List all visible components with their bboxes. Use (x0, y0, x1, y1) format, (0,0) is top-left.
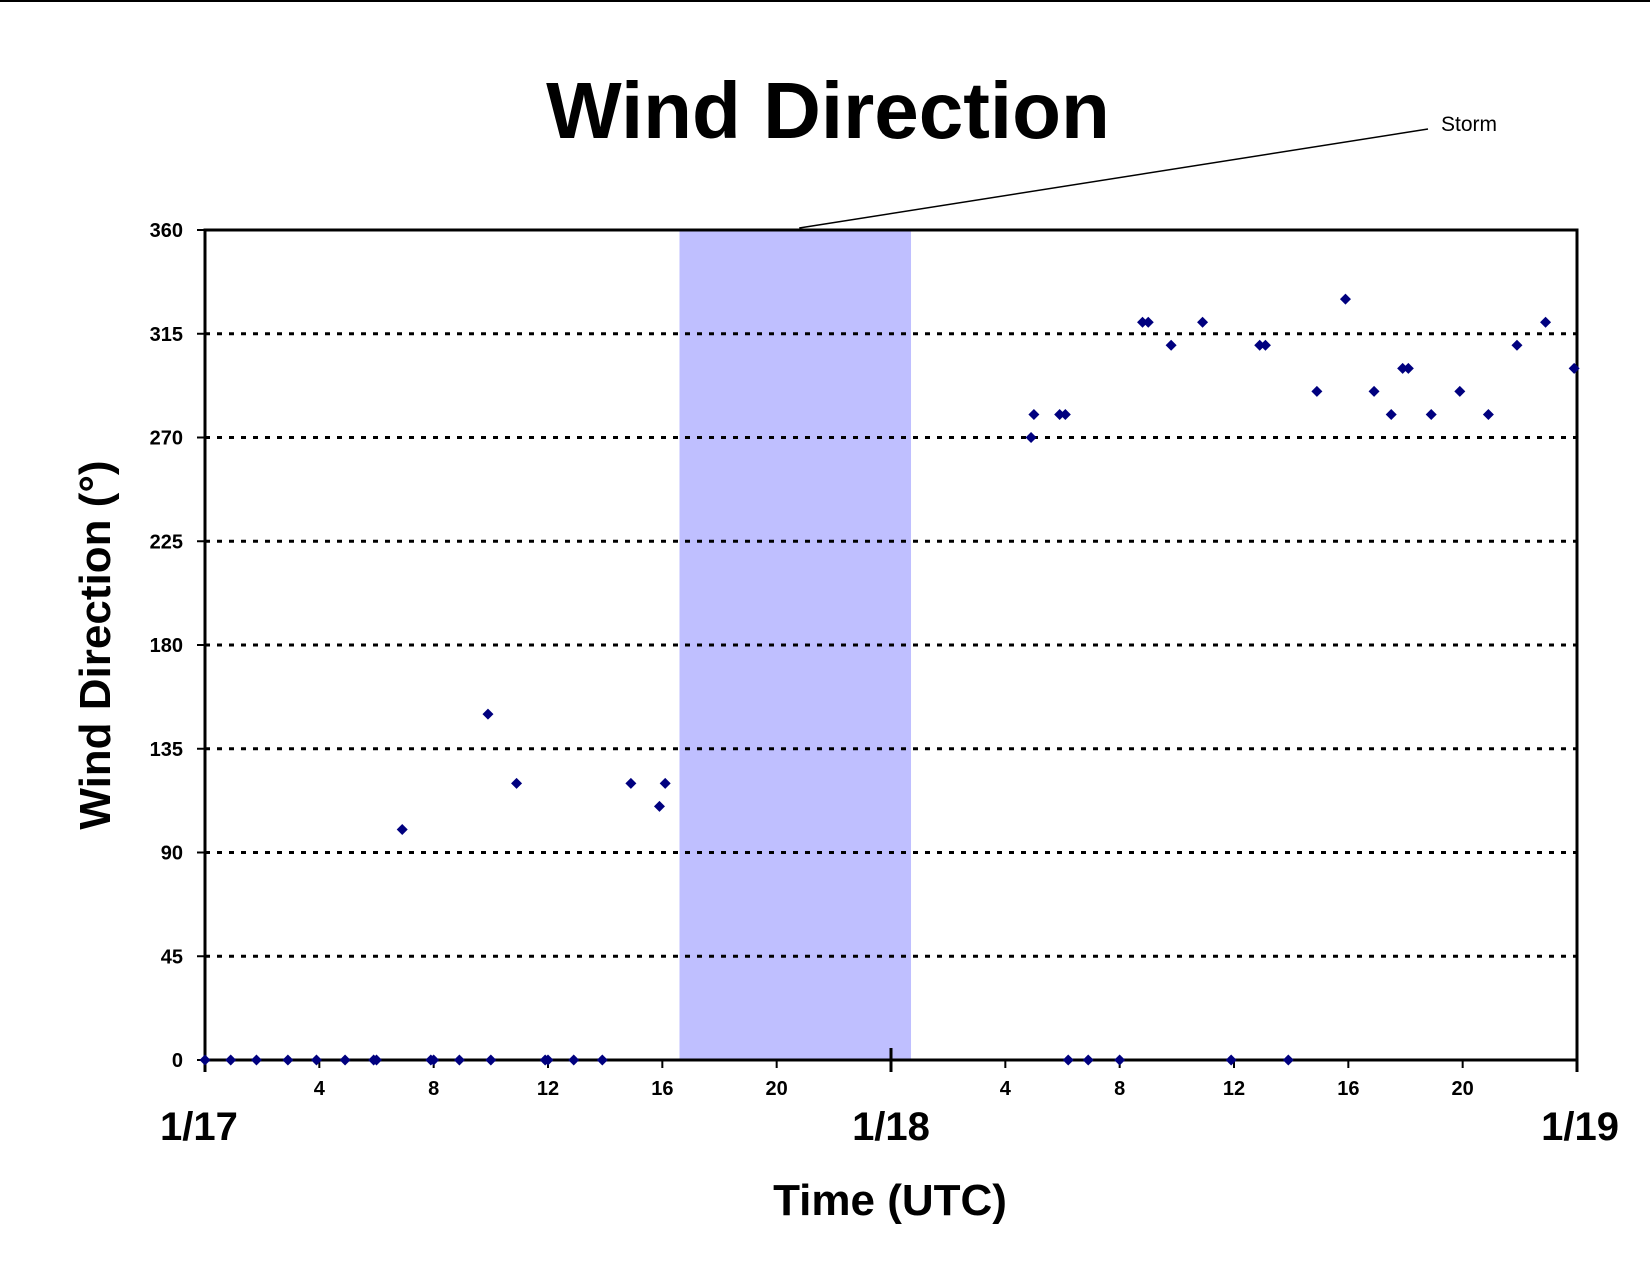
data-point-0-18 (596, 1054, 608, 1066)
data-point-0-1 (225, 1054, 237, 1066)
gridlines (205, 332, 1577, 958)
x-hour-label-7: 12 (1223, 1078, 1245, 1100)
data-point-0-35 (1259, 339, 1271, 351)
y-axis-tick-labels: 0 45 90 135 180 225 270 315 360 (150, 220, 183, 1072)
x-hour-label-2: 12 (537, 1078, 559, 1100)
data-point-0-38 (1339, 293, 1351, 305)
data-point-0-21 (659, 777, 671, 789)
x-hour-label-6: 8 (1114, 1078, 1125, 1100)
x-hour-label-1: 8 (428, 1078, 439, 1100)
data-point-0-8 (396, 823, 408, 835)
data-point-0-19 (625, 777, 637, 789)
x-hour-label-0: 4 (314, 1078, 326, 1100)
data-point-0-17 (568, 1054, 580, 1066)
data-point-0-4 (310, 1054, 322, 1066)
storm-annotation-leader-line (799, 128, 1429, 229)
x-hour-label-4: 20 (766, 1078, 788, 1100)
x-date-label-0: 1/17 (160, 1105, 238, 1149)
data-point-0-0 (199, 1054, 211, 1066)
y-tick-label-180: 180 (150, 635, 183, 657)
data-point-0-23 (1028, 408, 1040, 420)
data-point-0-7 (371, 1054, 382, 1066)
data-point-0-37 (1311, 385, 1323, 397)
y-tick-label-45: 45 (161, 946, 183, 968)
data-point-0-13 (485, 1054, 497, 1066)
data-point-0-43 (1425, 408, 1437, 420)
chart-title: Wind Direction (546, 66, 1110, 155)
data-point-0-22 (1025, 432, 1037, 443)
data-point-0-11 (453, 1054, 465, 1066)
data-point-0-48 (1568, 362, 1580, 374)
data-point-0-29 (1137, 316, 1149, 328)
y-tick-label-315: 315 (150, 324, 183, 346)
y-axis-label: Wind Direction (°) (71, 460, 120, 829)
data-point-0-46 (1511, 339, 1523, 351)
data-point-0-20 (653, 800, 665, 812)
data-point-0-27 (1082, 1054, 1094, 1066)
data-point-0-26 (1062, 1054, 1074, 1066)
x-hour-label-9: 20 (1452, 1078, 1474, 1100)
y-tick-label-90: 90 (161, 843, 183, 865)
data-point-0-30 (1142, 316, 1154, 328)
x-date-label-1: 1/18 (852, 1105, 930, 1149)
y-tick-label-225: 225 (150, 531, 183, 553)
data-point-0-2 (250, 1054, 262, 1066)
data-point-0-41 (1397, 362, 1409, 374)
data-point-0-10 (428, 1054, 440, 1066)
data-point-0-14 (511, 777, 523, 789)
data-point-0-28 (1114, 1054, 1126, 1066)
y-tick-label-135: 135 (150, 739, 183, 761)
data-point-0-16 (542, 1054, 554, 1066)
y-tick-label-270: 270 (150, 428, 183, 450)
data-point-0-44 (1454, 385, 1466, 397)
data-point-0-42 (1402, 362, 1414, 374)
data-point-0-24 (1054, 408, 1066, 420)
data-point-0-39 (1368, 385, 1380, 397)
data-point-0-47 (1540, 316, 1552, 328)
data-point-0-33 (1225, 1054, 1237, 1066)
y-tick-label-0: 0 (172, 1050, 183, 1072)
data-point-0-31 (1165, 339, 1177, 351)
x-axis-tick-labels: 4 8 12 16 20 4 8 12 16 20 1/17 1/18 1/19 (160, 1078, 1619, 1149)
data-point-0-32 (1197, 316, 1209, 328)
x-hour-label-8: 16 (1337, 1078, 1359, 1100)
x-axis-label: Time (UTC) (773, 1176, 1007, 1225)
data-points (199, 293, 1580, 1066)
y-tick-label-360: 360 (150, 220, 183, 242)
top-border-line (0, 0, 1650, 2)
storm-annotation-label: Storm (1441, 113, 1497, 136)
data-point-0-36 (1282, 1054, 1294, 1066)
data-point-0-34 (1254, 339, 1266, 351)
x-hour-label-5: 4 (1000, 1078, 1012, 1100)
data-point-0-5 (339, 1054, 351, 1066)
data-point-0-12 (482, 708, 494, 720)
data-point-0-3 (282, 1054, 294, 1066)
data-point-0-40 (1385, 408, 1397, 420)
data-point-0-45 (1482, 408, 1494, 420)
x-date-label-2: 1/19 (1541, 1105, 1619, 1149)
x-hour-label-3: 16 (651, 1078, 673, 1100)
data-point-0-25 (1059, 408, 1071, 420)
